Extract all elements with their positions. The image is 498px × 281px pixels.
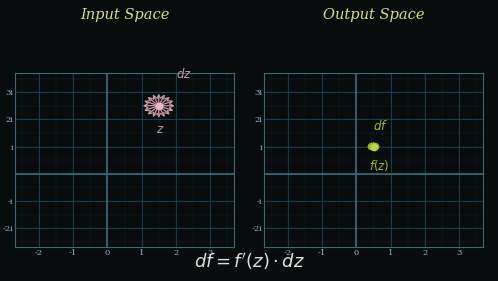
Text: $f(z)$: $f(z)$ xyxy=(370,158,390,173)
Text: $z$: $z$ xyxy=(156,123,165,136)
Text: Input Space: Input Space xyxy=(80,8,169,22)
Text: Output Space: Output Space xyxy=(323,8,424,22)
Text: $df$: $df$ xyxy=(374,119,388,133)
Text: $df = f'(z) \cdot dz$: $df = f'(z) \cdot dz$ xyxy=(194,251,304,272)
Text: $dz$: $dz$ xyxy=(176,67,192,81)
